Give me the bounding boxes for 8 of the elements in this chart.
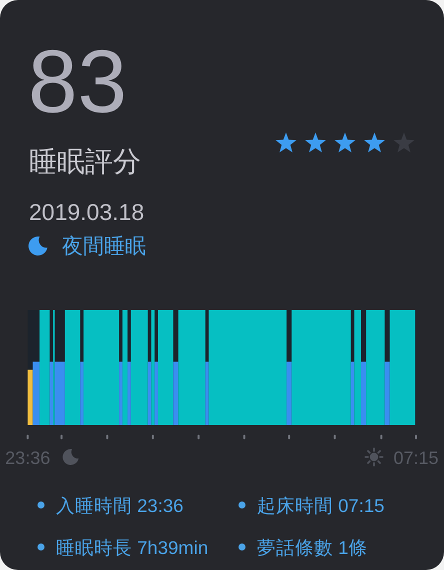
text: 睡眠時長 7h39min (56, 537, 208, 558)
text: 夢話條數 1條 (257, 537, 368, 558)
text: 睡眠評分 (29, 146, 141, 177)
text: 入睡時間 23:36 (56, 495, 184, 516)
chart-subtitle: 夜間睡眠 (62, 235, 146, 258)
chart-title: 2019.03.18 (29, 199, 144, 225)
text: 83 (28, 31, 127, 131)
text: 起床時間 07:15 (257, 495, 384, 516)
